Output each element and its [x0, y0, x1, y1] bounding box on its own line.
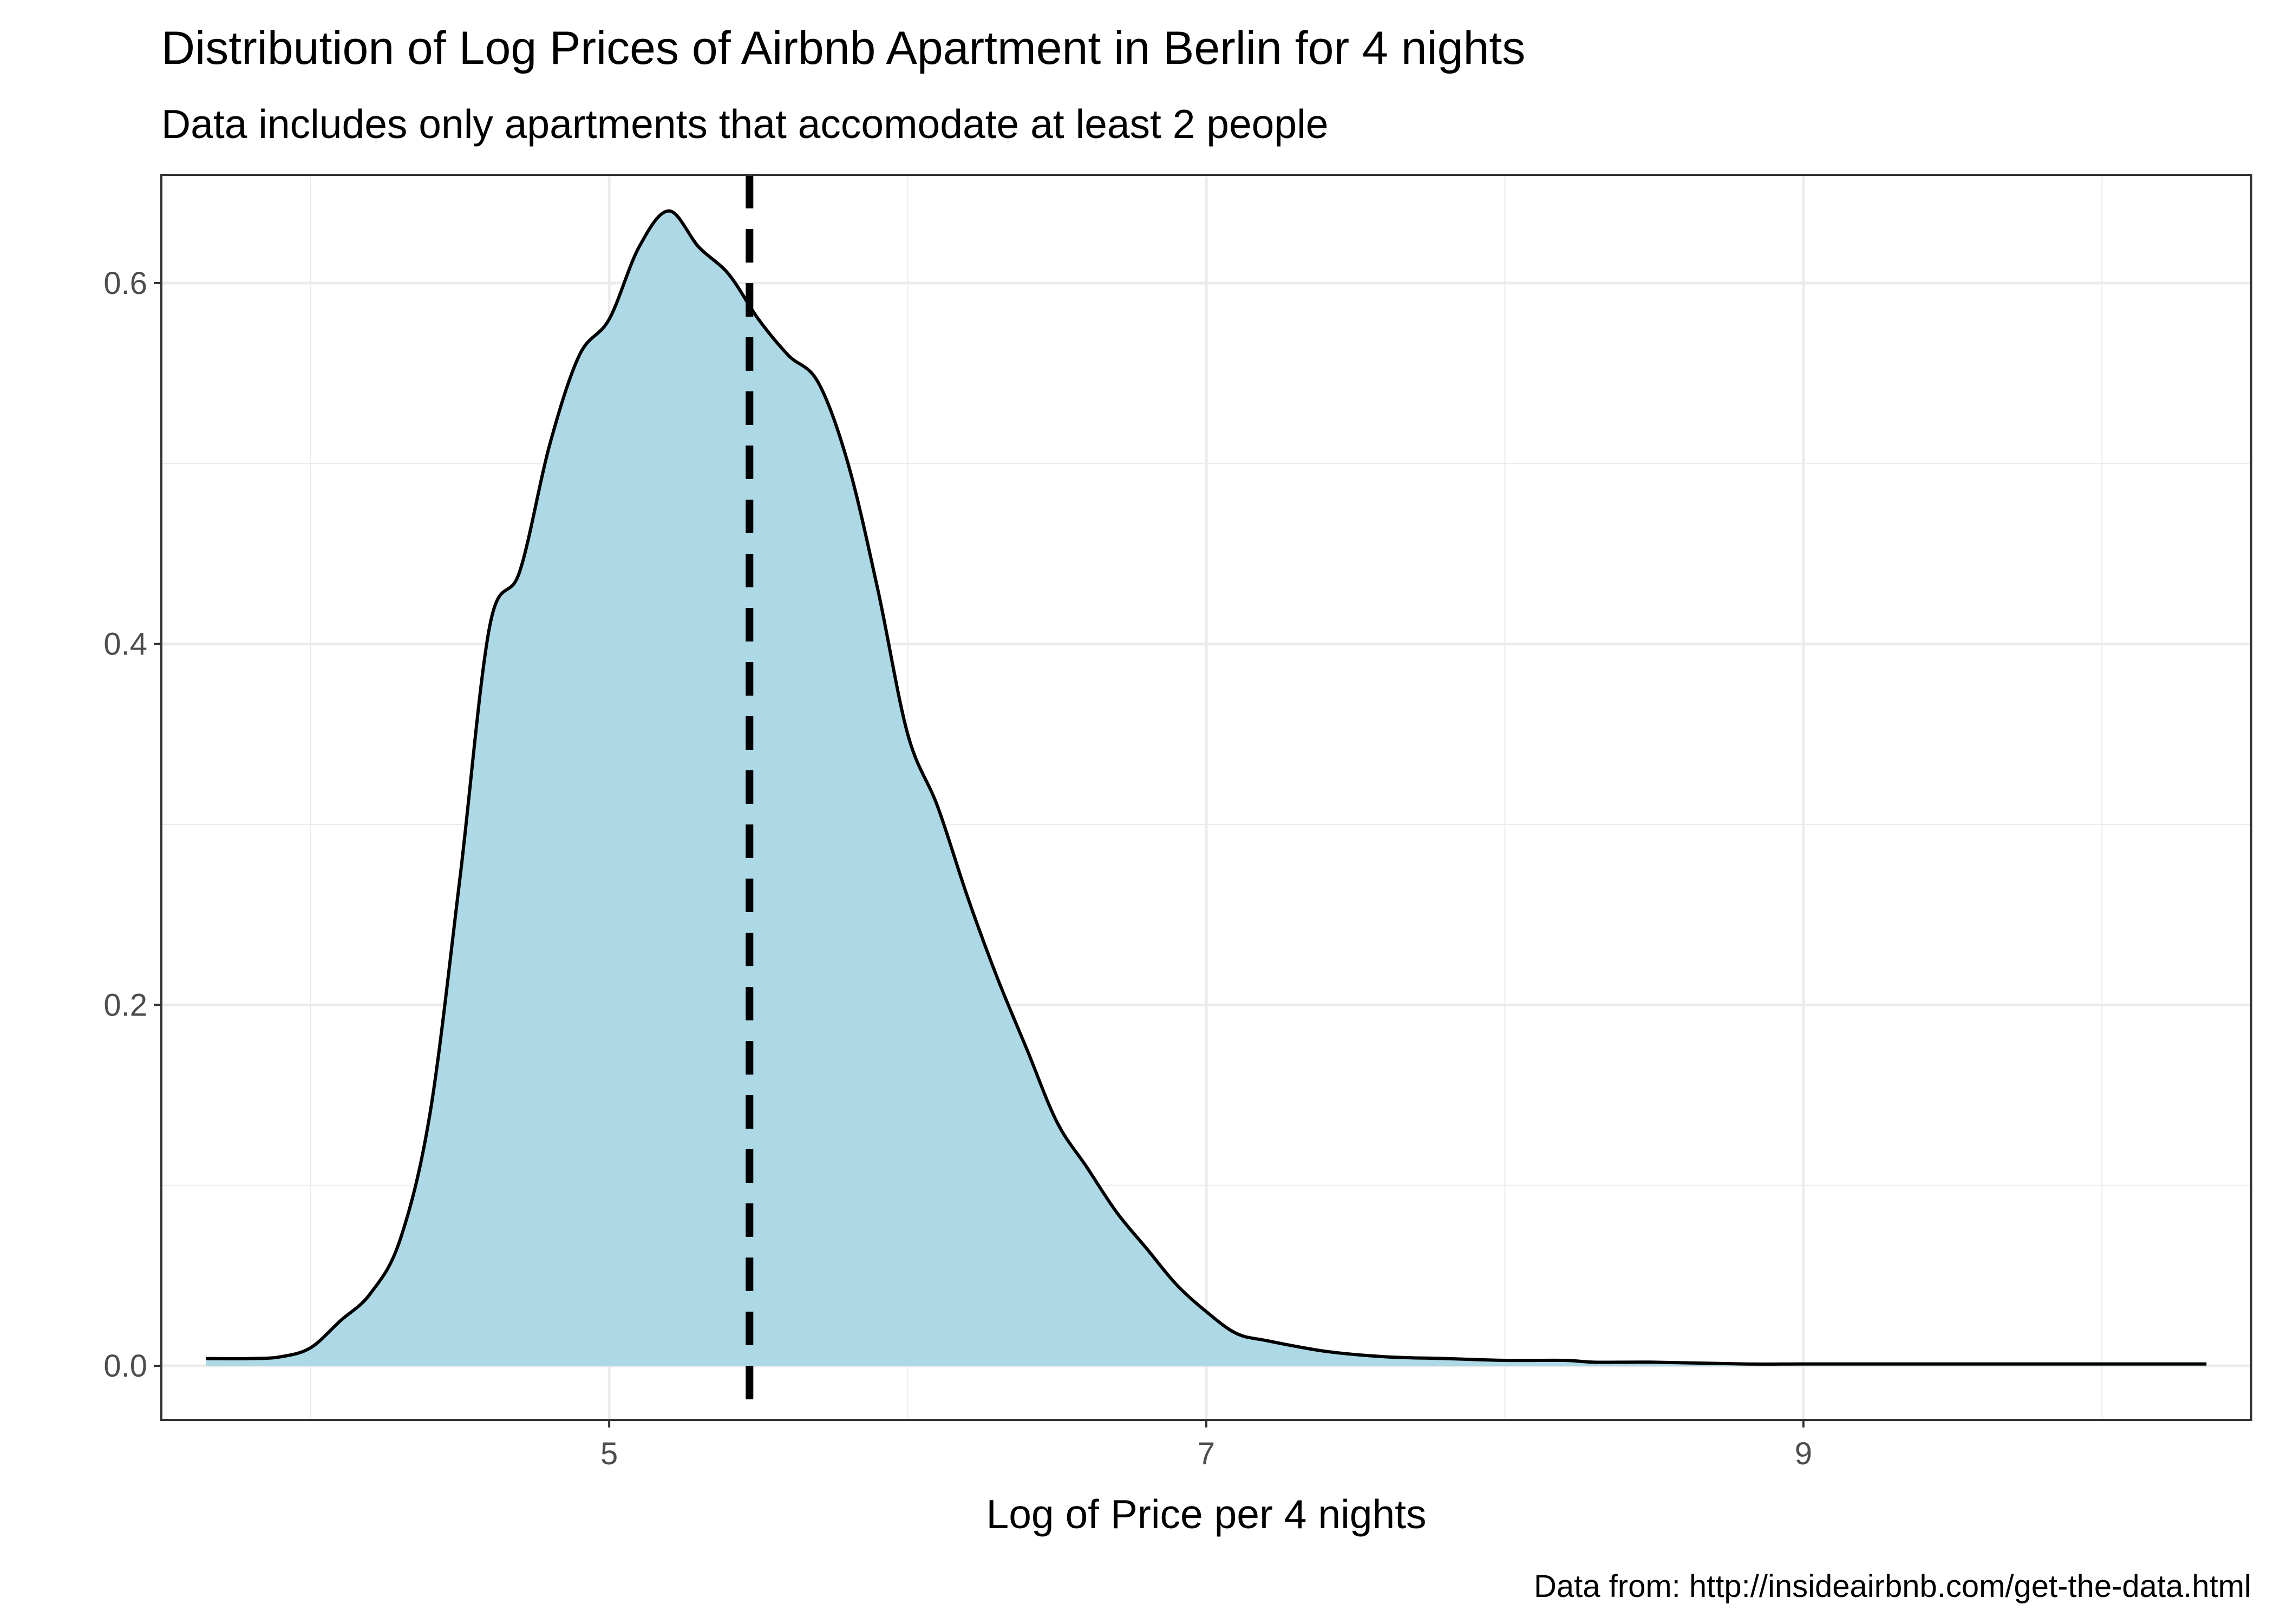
x-tick-label: 5 [600, 1436, 618, 1471]
y-axis: 0.0 0.2 0.4 0.6 [103, 266, 161, 1384]
y-tick-label: 0.2 [103, 987, 147, 1023]
chart-title: Distribution of Log Prices of Airbnb Apa… [161, 22, 1525, 74]
y-tick-label: 0.0 [103, 1348, 147, 1384]
x-axis-title: Log of Price per 4 nights [986, 1491, 1427, 1537]
density-layer [206, 209, 2207, 1366]
x-tick-label: 7 [1198, 1436, 1215, 1471]
chart-subtitle: Data includes only apartments that accom… [161, 101, 1328, 147]
x-tick-label: 9 [1795, 1436, 1812, 1471]
density-area [206, 211, 2207, 1366]
x-axis: 5 7 9 [600, 1420, 1812, 1471]
density-curve [206, 209, 2207, 1366]
y-tick-label: 0.4 [103, 627, 147, 662]
y-tick-label: 0.6 [103, 266, 147, 301]
chart-caption: Data from: http://insideairbnb.com/get-t… [1534, 1569, 2251, 1604]
